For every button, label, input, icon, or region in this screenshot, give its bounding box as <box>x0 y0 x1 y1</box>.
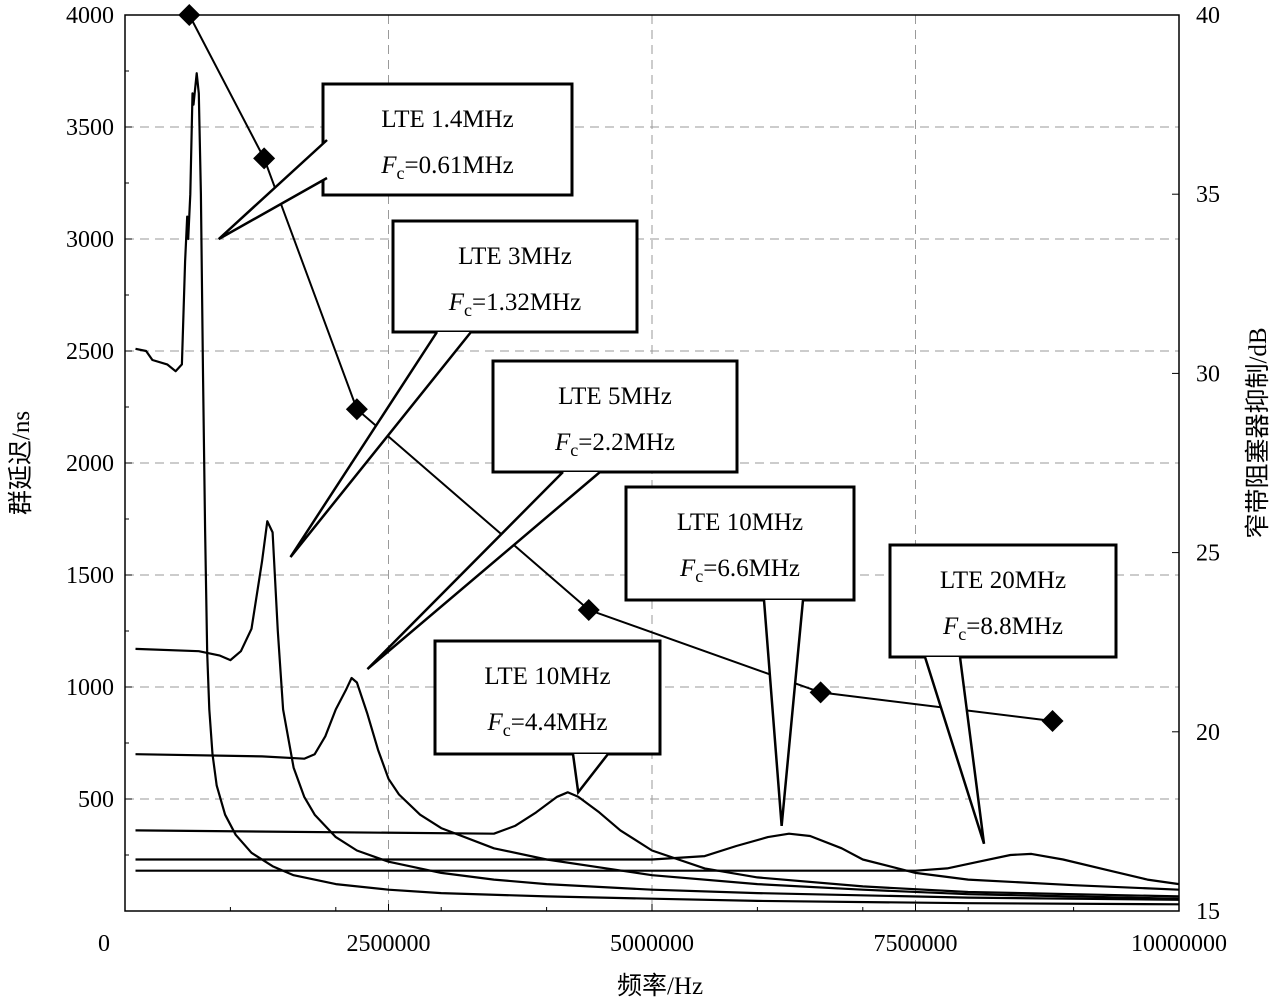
y-tick-label: 500 <box>78 787 114 813</box>
callout-box <box>433 639 662 756</box>
callout-box <box>888 543 1118 659</box>
callout-pointer <box>217 139 328 241</box>
callout-value: Fc=8.8MHz <box>942 613 1063 644</box>
x-tick-label: 0 <box>98 931 110 957</box>
callout-c2: LTE 3MHz Fc=1.32MHz <box>289 219 639 558</box>
x-tick-label: 7500000 <box>874 931 958 957</box>
group-delay-line-s3 <box>135 676 1180 900</box>
suppression-marker <box>253 147 276 170</box>
group-delay-line-s4 <box>135 791 1180 898</box>
y2-tick-label: 30 <box>1196 361 1220 387</box>
y-tick-label: 1500 <box>66 563 114 589</box>
callout-pointer <box>571 753 609 796</box>
group-delay-line-s2 <box>135 520 1180 901</box>
group-delay-series <box>135 72 1180 906</box>
x-axis-title: 频率/Hz <box>617 972 703 1000</box>
callout-box <box>624 485 856 602</box>
y2-tick-label: 15 <box>1196 899 1220 925</box>
y-tick-label: 2500 <box>66 339 114 365</box>
callout-pointer <box>762 599 805 826</box>
y-tick-label: 2000 <box>66 451 114 477</box>
callout-c3: LTE 5MHz Fc=2.2MHz <box>366 359 739 671</box>
callout-value: Fc=0.61MHz <box>380 152 514 183</box>
callout-pointer <box>366 471 601 671</box>
suppression-marker <box>577 598 600 621</box>
callout-pointer <box>923 656 986 845</box>
y-tick-label: 4000 <box>66 3 114 29</box>
suppression-series <box>178 4 1064 733</box>
y-tick-label: 1000 <box>66 675 114 701</box>
group-delay-line-s5 <box>135 832 1180 891</box>
callout-title: LTE 1.4MHz <box>381 106 513 133</box>
suppression-line <box>188 14 1053 722</box>
callout-value: Fc=6.6MHz <box>679 555 800 586</box>
group-delay-line-s6 <box>135 852 1180 886</box>
x-tick-label: 10000000 <box>1131 931 1227 957</box>
callout-title: LTE 10MHz <box>484 663 610 690</box>
y2-tick-label: 25 <box>1196 541 1220 567</box>
callout-title: LTE 3MHz <box>458 243 572 270</box>
x-tick-label: 5000000 <box>610 931 694 957</box>
callout-box <box>321 82 574 197</box>
callout-pointer-fill <box>764 600 803 826</box>
callout-title: LTE 5MHz <box>558 383 672 410</box>
y-axis-title: 群延迟/ns <box>7 411 35 515</box>
callout-title: LTE 20MHz <box>940 567 1066 594</box>
y2-tick-label: 35 <box>1196 182 1220 208</box>
suppression-marker <box>1041 710 1064 733</box>
y2-tick-label: 40 <box>1196 3 1220 29</box>
callout-value: Fc=1.32MHz <box>448 289 582 320</box>
y2-tick-label: 20 <box>1196 720 1220 746</box>
group-delay-line-s1 <box>135 72 1180 906</box>
y-tick-label: 3500 <box>66 115 114 141</box>
callout-pointer <box>289 331 472 558</box>
callout-c1: LTE 1.4MHz Fc=0.61MHz <box>217 82 574 241</box>
callout-box <box>491 359 739 474</box>
suppression-marker <box>809 681 832 704</box>
callout-title: LTE 10MHz <box>677 509 803 536</box>
callout-c6: LTE 20MHz Fc=8.8MHz <box>888 543 1118 845</box>
y-tick-label: 3000 <box>66 227 114 253</box>
x-tick-label: 2500000 <box>347 931 431 957</box>
callout-c4: LTE 10MHz Fc=4.4MHz <box>433 639 662 796</box>
callout-value: Fc=2.2MHz <box>554 429 675 460</box>
y2-axis-title: 窄带阻塞器抑制/dB <box>1244 327 1272 538</box>
callout-value: Fc=4.4MHz <box>486 709 607 740</box>
axis-ticks: 500 1000 1500 2000 2500 3000 3500 4000 0 2500000 5… <box>66 3 1227 957</box>
callout-c5: LTE 10MHz Fc=6.6MHz <box>624 485 856 826</box>
suppression-marker <box>345 398 368 421</box>
callout-box <box>391 219 639 334</box>
